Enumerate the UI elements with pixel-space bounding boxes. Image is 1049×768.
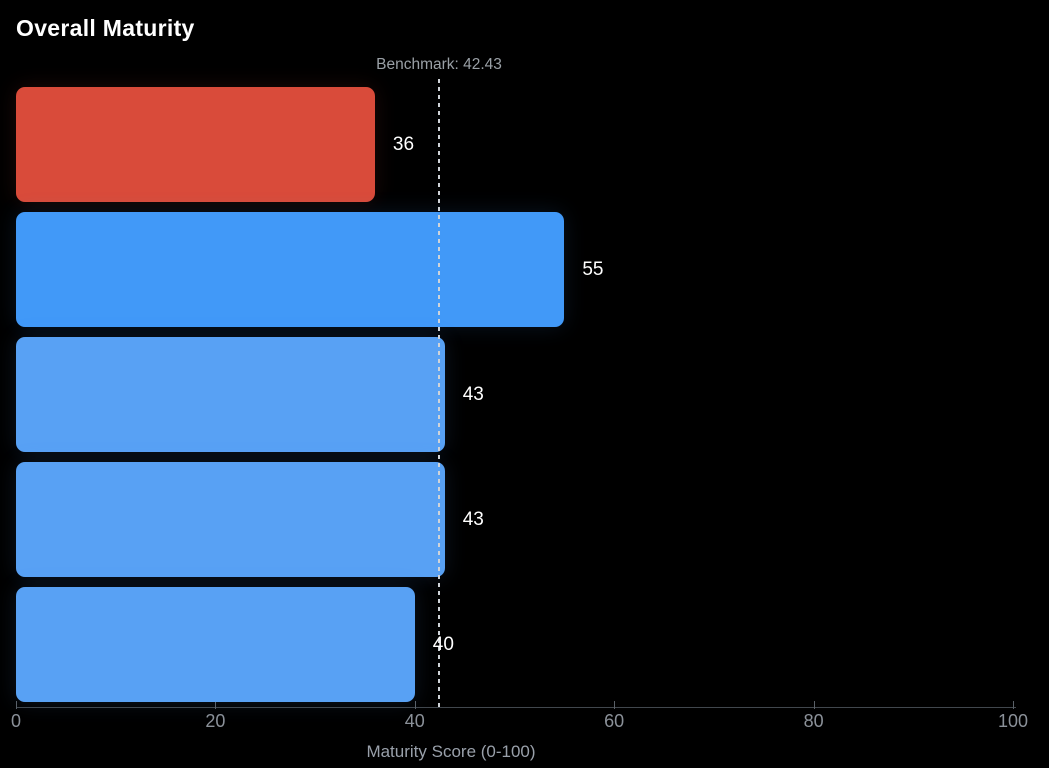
x-tick-mark [215,701,217,709]
bar-value-label: 43 [462,508,484,530]
bar-value-label: 55 [582,258,604,280]
x-tick-mark [1013,701,1014,709]
x-tick-mark [16,701,17,709]
x-tick-label: 100 [997,711,1029,731]
bar-3[interactable] [16,337,445,452]
benchmark-label: Benchmark: 42.43 [376,56,502,73]
bar-value-label: 36 [392,133,415,155]
x-tick-label: 40 [404,711,425,731]
x-tick-mark [414,701,416,709]
x-tick-label: 20 [205,711,226,731]
bar-2[interactable] [16,212,565,327]
benchmark-line [438,79,441,707]
x-tick-label: 80 [803,711,824,731]
bar-1[interactable] [16,87,375,202]
x-tick-label: 0 [10,711,22,731]
x-tick-mark [614,701,616,709]
bar-4[interactable] [16,462,445,577]
x-tick-label: 60 [604,711,625,731]
x-axis-title: Maturity Score (0-100) [366,742,536,761]
bar-5[interactable] [16,587,415,702]
chart-title: Overall Maturity [16,15,195,41]
x-tick-mark [813,701,815,709]
bar-value-label: 43 [462,383,484,405]
x-axis-line [16,707,1016,708]
bar-value-label: 40 [432,633,454,655]
